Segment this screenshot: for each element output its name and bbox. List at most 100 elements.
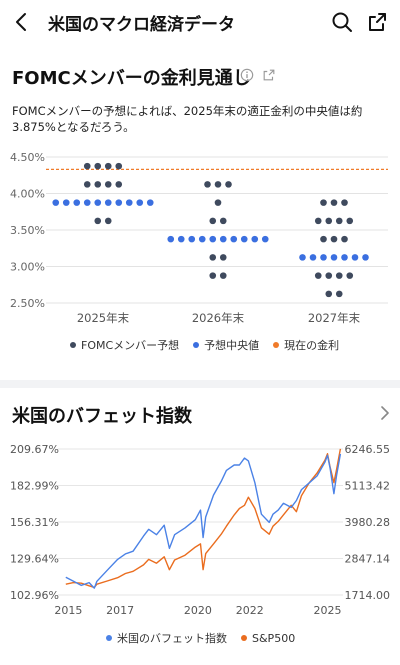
page-title: 米国のマクロ経済データ bbox=[48, 15, 235, 35]
x-tick-label: 2015 bbox=[54, 604, 82, 617]
x-tick-label: 2025年末 bbox=[77, 311, 130, 325]
legend-median-dot bbox=[193, 342, 200, 348]
legend-current-label: 現在の金利 bbox=[284, 339, 340, 352]
x-tick-label: 2020 bbox=[184, 604, 212, 617]
member-dot bbox=[335, 272, 343, 279]
median-dot bbox=[198, 235, 206, 243]
median-dot bbox=[230, 235, 238, 243]
back-arrow-icon[interactable] bbox=[10, 10, 34, 34]
buffett-line-chart: 209.67% 6246.55 182.99% 5113.42 156.31% 3980.… bbox=[10, 443, 391, 617]
chevron-right-icon[interactable] bbox=[376, 404, 394, 422]
member-dot bbox=[104, 217, 112, 225]
member-dot bbox=[104, 162, 112, 170]
right-axis-label: 2847.14 bbox=[345, 553, 391, 566]
search-icon[interactable] bbox=[330, 10, 354, 34]
member-dot bbox=[204, 181, 211, 188]
buffett-index-line bbox=[65, 453, 342, 589]
median-dot bbox=[94, 199, 102, 206]
median-dot bbox=[188, 235, 196, 243]
member-dot bbox=[115, 162, 123, 170]
median-dot bbox=[261, 235, 269, 243]
member-dot bbox=[325, 217, 333, 225]
median-dot bbox=[52, 199, 60, 206]
member-dot bbox=[320, 235, 327, 243]
member-dot bbox=[94, 217, 102, 225]
median-dot bbox=[136, 199, 144, 206]
top-bar: 米国のマクロ経済データ bbox=[0, 0, 400, 44]
legend-median-label: 予想中央値 bbox=[204, 339, 260, 352]
member-dot bbox=[341, 235, 348, 243]
median-dot bbox=[167, 235, 175, 243]
member-dot bbox=[225, 181, 232, 188]
fomc-legend: FOMCメンバー予想 予想中央値 現在の金利 bbox=[70, 337, 353, 353]
left-axis-label: 156.31% bbox=[10, 516, 59, 529]
median-dot bbox=[341, 254, 348, 261]
legend-member-dot bbox=[70, 342, 76, 348]
member-dot bbox=[320, 199, 327, 206]
member-dot bbox=[219, 217, 227, 225]
right-axis-label: 1714.00 bbox=[345, 589, 391, 602]
buffett-legend: 米国のバフェット指数 S&P500 bbox=[106, 630, 309, 646]
member-dot bbox=[94, 181, 102, 188]
section-divider bbox=[0, 380, 400, 388]
y-tick-label: 3.00% bbox=[10, 261, 45, 274]
x-tick-label: 2027年末 bbox=[308, 311, 361, 325]
share-small-icon[interactable] bbox=[262, 68, 276, 82]
median-dot bbox=[115, 199, 123, 206]
legend-sp500: S&P500 bbox=[241, 632, 295, 645]
member-dot bbox=[330, 235, 338, 243]
median-dot bbox=[125, 199, 133, 206]
legend-buffett-dot bbox=[106, 635, 112, 641]
left-axis-label: 209.67% bbox=[10, 443, 59, 456]
member-dot bbox=[335, 290, 343, 298]
median-dot bbox=[177, 235, 185, 243]
left-axis-label: 182.99% bbox=[10, 480, 59, 493]
member-dot bbox=[209, 217, 217, 225]
member-dot bbox=[314, 272, 322, 279]
median-dot bbox=[104, 199, 112, 206]
member-dot bbox=[209, 254, 217, 261]
member-dot bbox=[346, 217, 354, 225]
median-dot bbox=[240, 235, 248, 243]
member-dot bbox=[115, 181, 123, 188]
member-dot bbox=[104, 181, 112, 188]
member-dot bbox=[214, 181, 222, 188]
legend-sp500-dot bbox=[241, 635, 247, 641]
member-dot bbox=[209, 272, 217, 279]
y-tick-label: 4.50% bbox=[10, 151, 45, 164]
member-dot bbox=[219, 254, 227, 261]
member-dot bbox=[83, 181, 91, 188]
right-axis-label: 6246.55 bbox=[345, 443, 391, 456]
median-dot bbox=[299, 254, 306, 261]
legend-member: FOMCメンバー予想 bbox=[70, 337, 179, 353]
right-axis-label: 5113.42 bbox=[345, 480, 391, 493]
median-dot bbox=[351, 254, 359, 261]
sp500-line bbox=[65, 448, 342, 589]
median-dot bbox=[320, 254, 327, 261]
info-icon[interactable] bbox=[240, 68, 254, 82]
median-dot bbox=[146, 199, 154, 206]
buffett-section-title: 米国のバフェット指数 bbox=[12, 406, 192, 427]
member-dot bbox=[341, 199, 348, 206]
median-dot bbox=[362, 254, 369, 261]
median-dot bbox=[209, 235, 217, 243]
member-dot bbox=[219, 272, 227, 279]
member-dot bbox=[94, 162, 102, 170]
median-dot bbox=[251, 235, 259, 243]
member-dot bbox=[335, 217, 343, 225]
member-dot bbox=[330, 199, 338, 206]
median-dot bbox=[83, 199, 91, 206]
legend-current-dot bbox=[273, 342, 280, 348]
left-axis-label: 129.64% bbox=[10, 553, 59, 566]
legend-sp500-label: S&P500 bbox=[252, 631, 296, 645]
x-tick-label: 2026年末 bbox=[192, 311, 245, 325]
member-dot bbox=[214, 199, 222, 206]
fomc-description: FOMCメンバーの予想によれば、2025年末の適正金利の中央値は約3.875%と… bbox=[12, 104, 363, 134]
median-dot bbox=[309, 254, 317, 261]
member-dot bbox=[346, 272, 354, 279]
median-dot bbox=[62, 199, 70, 206]
share-icon[interactable] bbox=[366, 10, 390, 34]
x-tick-label: 2017 bbox=[106, 604, 134, 617]
member-dot bbox=[314, 217, 322, 225]
median-dot bbox=[219, 235, 227, 243]
